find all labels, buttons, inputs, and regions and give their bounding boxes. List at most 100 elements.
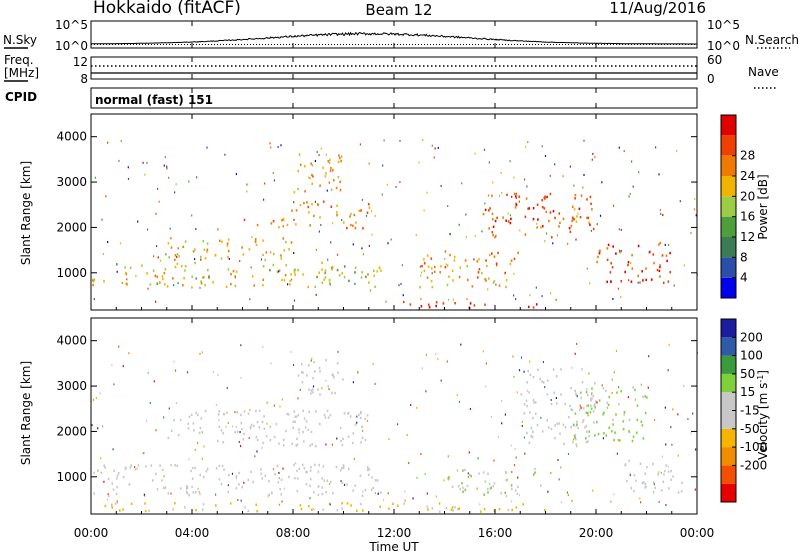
- data-cell: [454, 506, 456, 509]
- data-cell: [204, 257, 207, 260]
- data-cell: [488, 227, 490, 230]
- data-cell: [122, 508, 124, 511]
- data-cell: [656, 268, 659, 272]
- data-cell: [317, 388, 319, 391]
- data-cell: [327, 160, 330, 163]
- data-cell: [504, 471, 507, 474]
- data-cell: [246, 190, 248, 193]
- data-cell: [202, 276, 204, 279]
- data-cell: [492, 225, 495, 228]
- data-cell: [487, 194, 490, 197]
- data-cell: [308, 505, 310, 508]
- data-cell: [326, 409, 329, 413]
- data-cell: [191, 214, 193, 217]
- data-cell: [535, 286, 537, 289]
- colorbar-segment: [721, 319, 736, 338]
- data-cell: [388, 438, 390, 441]
- data-cell: [146, 161, 148, 164]
- data-cell: [309, 477, 312, 481]
- data-cell: [146, 419, 148, 422]
- data-cell: [558, 478, 560, 481]
- data-cell: [618, 228, 620, 231]
- data-cell: [666, 259, 668, 263]
- data-cell: [163, 475, 165, 478]
- data-cell: [589, 411, 592, 414]
- data-cell: [485, 279, 487, 282]
- data-cell: [247, 478, 250, 482]
- data-cell: [528, 391, 530, 394]
- data-cell: [129, 483, 131, 486]
- data-cell: [268, 480, 270, 483]
- data-cell: [594, 434, 596, 437]
- data-cell: [324, 175, 327, 178]
- data-cell: [487, 491, 489, 494]
- data-cell: [202, 503, 205, 506]
- data-cell: [633, 474, 636, 477]
- data-cell: [170, 492, 172, 495]
- data-cell: [500, 492, 502, 495]
- data-cell: [451, 269, 454, 273]
- data-cell: [130, 502, 133, 505]
- data-cell: [479, 510, 482, 513]
- data-cell: [328, 279, 331, 282]
- data-cell: [174, 464, 176, 467]
- data-cell: [430, 279, 433, 283]
- data-cell: [272, 220, 275, 223]
- data-cell: [330, 205, 333, 208]
- data-cell: [248, 437, 250, 439]
- data-cell: [303, 467, 306, 470]
- data-cell: [541, 199, 543, 202]
- data-cell: [402, 300, 405, 304]
- data-cell: [459, 487, 462, 491]
- data-cell: [435, 304, 437, 308]
- data-cell: [337, 371, 339, 374]
- data-cell: [325, 172, 327, 175]
- data-cell: [574, 412, 577, 415]
- data-cell: [596, 260, 598, 264]
- data-cell: [586, 216, 588, 220]
- data-cell: [575, 437, 577, 441]
- data-cell: [310, 359, 312, 362]
- data-cell: [586, 430, 588, 433]
- data-cell: [657, 473, 659, 476]
- data-cell: [488, 161, 490, 164]
- data-cell: [550, 292, 552, 295]
- data-cell: [190, 413, 193, 417]
- data-cell: [305, 471, 307, 474]
- data-cell: [634, 388, 636, 392]
- data-cell: [277, 481, 280, 484]
- data-cell: [100, 457, 102, 460]
- data-cell: [217, 374, 219, 377]
- data-cell: [129, 466, 132, 469]
- data-cell: [652, 491, 655, 494]
- data-cell: [111, 364, 113, 367]
- data-cell: [296, 443, 299, 446]
- data-cell: [515, 506, 518, 509]
- data-cell: [536, 226, 538, 229]
- data-cell: [581, 368, 583, 371]
- data-cell: [440, 265, 442, 268]
- data-cell: [606, 280, 608, 283]
- data-cell: [524, 452, 526, 455]
- data-cell: [103, 280, 105, 283]
- data-cell: [514, 448, 516, 451]
- data-cell: [462, 486, 464, 489]
- data-cell: [255, 435, 258, 439]
- data-cell: [223, 412, 226, 416]
- data-cell: [570, 224, 573, 228]
- data-cell: [170, 463, 172, 467]
- data-cell: [154, 274, 157, 278]
- data-cell: [297, 187, 299, 191]
- data-cell: [206, 250, 208, 253]
- data-cell: [327, 416, 330, 419]
- colorbar-segment: [721, 155, 736, 176]
- data-cell: [238, 483, 240, 486]
- data-cell: [582, 418, 585, 422]
- data-cell: [404, 499, 406, 502]
- data-cell: [570, 408, 572, 411]
- data-cell: [610, 262, 612, 265]
- data-cell: [101, 218, 103, 221]
- data-cell: [309, 224, 311, 227]
